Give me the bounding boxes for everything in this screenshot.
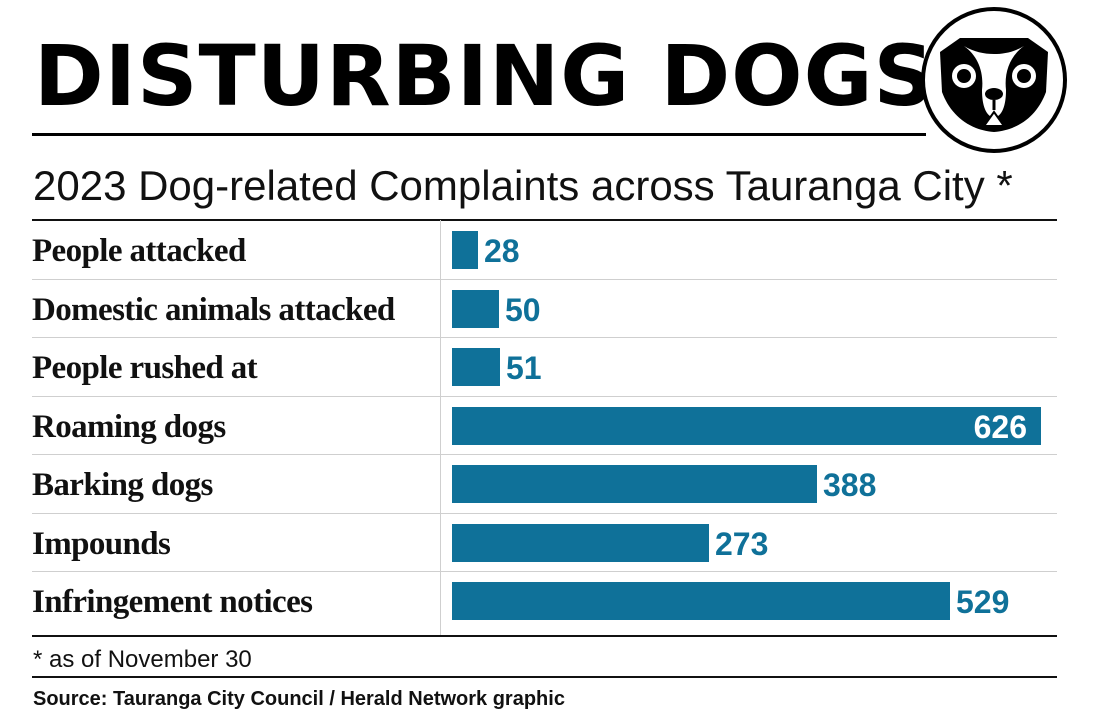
bar <box>452 407 1041 445</box>
row-separator <box>32 337 1057 338</box>
bar <box>452 465 817 503</box>
category-label: Impounds <box>32 526 171 562</box>
chart-subtitle: 2023 Dog-related Complaints across Taura… <box>33 162 1013 209</box>
bar <box>452 348 500 386</box>
bar <box>452 290 499 328</box>
category-label: Barking dogs <box>32 467 213 503</box>
table-top-rule <box>32 219 1057 221</box>
value-label: 50 <box>505 292 541 328</box>
page-title: DISTURBING DOGS <box>34 27 936 125</box>
category-label: Infringement notices <box>32 584 313 620</box>
footnote: * as of November 30 <box>33 646 252 673</box>
row-separator <box>32 279 1057 280</box>
table-bottom-rule <box>32 635 1057 637</box>
footer-rule <box>32 676 1057 678</box>
row-separator <box>32 513 1057 514</box>
value-label: 273 <box>715 526 769 562</box>
title-underline <box>32 133 926 136</box>
dog-face-icon <box>921 7 1067 153</box>
value-label: 28 <box>484 233 520 269</box>
label-column-divider <box>440 220 441 635</box>
bar <box>452 524 709 562</box>
value-label: 388 <box>823 467 877 503</box>
category-label: Domestic animals attacked <box>32 292 395 328</box>
value-label: 529 <box>956 584 1010 620</box>
category-label: People attacked <box>32 233 246 269</box>
row-separator <box>32 571 1057 572</box>
value-label: 51 <box>506 350 542 386</box>
category-label: Roaming dogs <box>32 409 226 445</box>
row-separator <box>32 396 1057 397</box>
category-label: People rushed at <box>32 350 258 386</box>
source-credit: Source: Tauranga City Council / Herald N… <box>33 688 565 710</box>
bar <box>452 231 478 269</box>
bar <box>452 582 950 620</box>
value-label: 626 <box>973 409 1027 445</box>
row-separator <box>32 454 1057 455</box>
